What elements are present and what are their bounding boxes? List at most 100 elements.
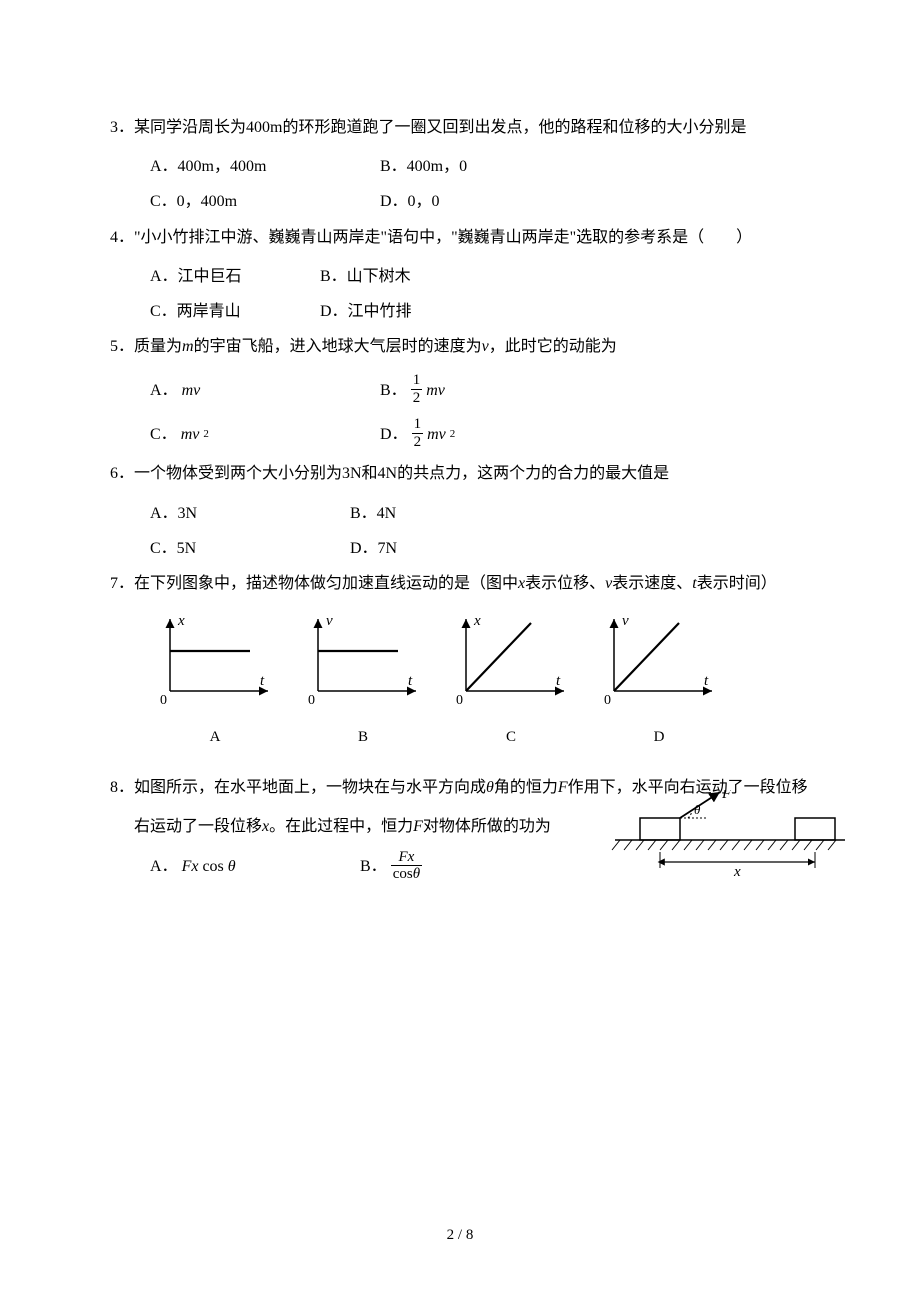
q3-opt-d: D．0，0: [380, 184, 610, 219]
graph-a-label: A: [150, 721, 280, 754]
q8-a-body: Fx: [182, 849, 199, 884]
q5-d-den: 2: [412, 434, 424, 451]
q7-pre: 7．在下列图象中，描述物体做匀加速直线运动的是（图中: [110, 575, 518, 592]
q3-opt-a: A．400m，400m: [150, 149, 380, 184]
q8-m3: 。在此过程中，恒力: [269, 818, 413, 835]
q5-c-mv: mv: [181, 417, 200, 452]
q8: 8．如图所示，在水平地面上，一物块在与水平方向成θ角的恒力F作用下，水平向右运动…: [110, 770, 810, 888]
page-footer: 2 / 8: [0, 1219, 920, 1252]
q5-b-pre: B．: [380, 373, 407, 408]
axis-x-label: t: [408, 673, 413, 689]
graph-d-label: D: [594, 721, 724, 754]
q6-opt-a: A．3N: [150, 496, 350, 531]
q5-v: v: [482, 338, 489, 355]
axis-x-label: t: [556, 673, 561, 689]
graph-b-svg: v t 0: [298, 611, 428, 706]
q5-opt-a: A． mv: [150, 373, 380, 408]
q5-d-mv: mv: [427, 417, 446, 452]
q7-m1: 表示位移、: [525, 575, 605, 592]
origin-label: 0: [308, 693, 315, 706]
q8-opt-a: A． Fxcosθ: [150, 849, 360, 884]
q5-d-num: 1: [412, 416, 424, 434]
q5-opt-b: B． 1 2 mv: [380, 373, 610, 408]
q5-b-mv: mv: [426, 373, 445, 408]
q6-opt-d: D．7N: [350, 531, 580, 566]
q8-m2c: 右运动了一段位移: [134, 818, 262, 835]
q8-opt-b: B． Fx cosθ: [360, 849, 590, 884]
q5-b-den: 2: [411, 390, 423, 407]
graph-c-label: C: [446, 721, 576, 754]
axis-x-label: t: [260, 673, 265, 689]
q8-a-pre: A．: [150, 849, 178, 884]
exam-page: 3．某同学沿周长为400m的环形跑道跑了一圈又回到出发点，他的路程和位移的大小分…: [0, 0, 920, 1302]
axis-y-label: v: [326, 613, 333, 629]
q6-opt-b: B．4N: [350, 496, 580, 531]
q3: 3．某同学沿周长为400m的环形跑道跑了一圈又回到出发点，他的路程和位移的大小分…: [110, 110, 810, 220]
q7-m3: 表示时间）: [697, 575, 777, 592]
q8-F: F: [558, 779, 568, 796]
graph-d-svg: v t 0: [594, 611, 724, 706]
q3-opt-b: B．400m，0: [380, 149, 610, 184]
q3-opt-c: C．0，400m: [150, 184, 380, 219]
q7-graph-a: x t 0 A: [150, 611, 280, 754]
axis-y-label: v: [622, 613, 629, 629]
q5-a-pre: A．: [150, 373, 178, 408]
q5: 5．质量为m的宇宙飞船，进入地球大气层时的速度为v，此时它的动能为 A． mv …: [110, 329, 810, 456]
q5-stem-mid1: 的宇宙飞船，进入地球大气层时的速度为: [194, 338, 482, 355]
q4-stem: 4．"小小竹排江中游、巍巍青山两岸走"语句中，"巍巍青山两岸走"选取的参考系是（…: [110, 220, 810, 255]
q5-c-pre: C．: [150, 417, 177, 452]
q8-theta: θ: [486, 779, 494, 796]
q5-d-sq: 2: [450, 422, 456, 446]
q5-opt-d: D． 1 2 mv2: [380, 417, 610, 452]
q5-stem: 5．质量为m的宇宙飞船，进入地球大气层时的速度为v，此时它的动能为: [110, 329, 810, 364]
q8-m1: 角的恒力: [494, 779, 558, 796]
origin-label: 0: [604, 693, 611, 706]
q4-opt-b: B．山下树木: [320, 259, 490, 294]
q6: 6．一个物体受到两个大小分别为3N和4N的共点力，这两个力的合力的最大值是 A．…: [110, 456, 810, 566]
q8-b-pre: B．: [360, 849, 387, 884]
q5-b-frac: 1 2: [411, 372, 423, 406]
q4-opt-c: C．两岸青山: [150, 294, 320, 329]
q7-graph-c: x t 0 C: [446, 611, 576, 754]
q7-m2: 表示速度、: [612, 575, 692, 592]
graph-a-svg: x t 0: [150, 611, 280, 706]
q5-stem-mid2: ，此时它的动能为: [489, 338, 617, 355]
q5-m: m: [182, 338, 194, 355]
q5-c-sq: 2: [203, 422, 209, 446]
q6-opt-c: C．5N: [150, 531, 350, 566]
axis-y-label: x: [473, 613, 481, 629]
axis-y-label: x: [177, 613, 185, 629]
fig-theta: θ: [694, 802, 701, 817]
q5-a-mv: mv: [182, 373, 201, 408]
q8-pre: 8．如图所示，在水平地面上，一物块在与水平方向成: [110, 779, 486, 796]
q6-stem: 6．一个物体受到两个大小分别为3N和4N的共点力，这两个力的合力的最大值是: [110, 456, 810, 491]
q8-a-theta: θ: [228, 849, 236, 884]
q3-stem: 3．某同学沿周长为400m的环形跑道跑了一圈又回到出发点，他的路程和位移的大小分…: [110, 110, 810, 145]
q8-b-den: cosθ: [391, 866, 422, 883]
fig-F: F: [721, 790, 732, 802]
origin-label: 0: [456, 693, 463, 706]
q7: 7．在下列图象中，描述物体做匀加速直线运动的是（图中 x 表示位移、 v 表示速度、 t 表…: [110, 566, 810, 754]
q5-d-frac: 1 2: [412, 416, 424, 450]
fig-x: x: [733, 864, 741, 880]
graph-c-svg: x t 0: [446, 611, 576, 706]
q4: 4．"小小竹排江中游、巍巍青山两岸走"语句中，"巍巍青山两岸走"选取的参考系是（…: [110, 220, 810, 330]
q8-figure: F θ x: [610, 790, 850, 880]
q5-opt-c: C． mv2: [150, 417, 380, 452]
q8-b-num: Fx: [391, 849, 422, 867]
q5-stem-pre: 5．质量为: [110, 338, 182, 355]
q7-graphs: x t 0 A v t 0 B: [150, 611, 810, 754]
origin-label: 0: [160, 693, 167, 706]
q8-F2: F: [413, 818, 423, 835]
graph-b-label: B: [298, 721, 428, 754]
axis-x-label: t: [704, 673, 709, 689]
q5-d-pre: D．: [380, 417, 408, 452]
q8-m4: 对物体所做的功为: [423, 818, 551, 835]
q8-a-cos: cos: [202, 849, 223, 884]
q7-graph-b: v t 0 B: [298, 611, 428, 754]
q4-opt-a: A．江中巨石: [150, 259, 320, 294]
q7-graph-d: v t 0 D: [594, 611, 724, 754]
q5-b-num: 1: [411, 372, 423, 390]
q4-opt-d: D．江中竹排: [320, 294, 490, 329]
q8-b-frac: Fx cosθ: [391, 849, 422, 883]
